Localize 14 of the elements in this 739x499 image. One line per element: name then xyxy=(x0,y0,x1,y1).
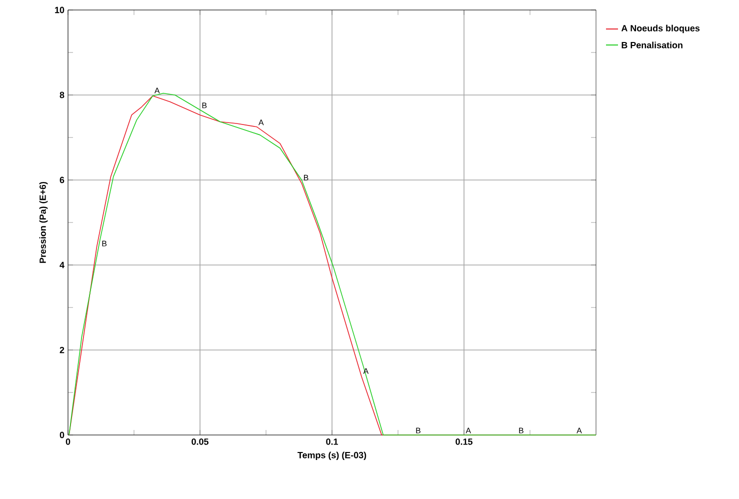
legend-label: B Penalisation xyxy=(622,42,682,48)
x-tick-label: 0.1 xyxy=(326,438,338,445)
x-tick-label: 0 xyxy=(66,438,70,445)
y-tick-label: 6 xyxy=(60,176,64,184)
y-tick-label: 0 xyxy=(60,432,64,438)
y-axis-title: Pression (Pa) (E+6) xyxy=(39,182,48,263)
y-tick-label: 10 xyxy=(55,6,64,14)
x-tick-label: 0.05 xyxy=(192,438,208,445)
y-tick-label: 4 xyxy=(60,262,64,268)
y-tick-label: 2 xyxy=(60,346,64,354)
y-tick-label: 8 xyxy=(60,92,64,98)
legend-label: A Noeuds bloques xyxy=(621,24,700,34)
x-tick-label: 0.15 xyxy=(456,438,472,445)
x-axis-title: Temps (s) (E-03) xyxy=(298,452,366,460)
